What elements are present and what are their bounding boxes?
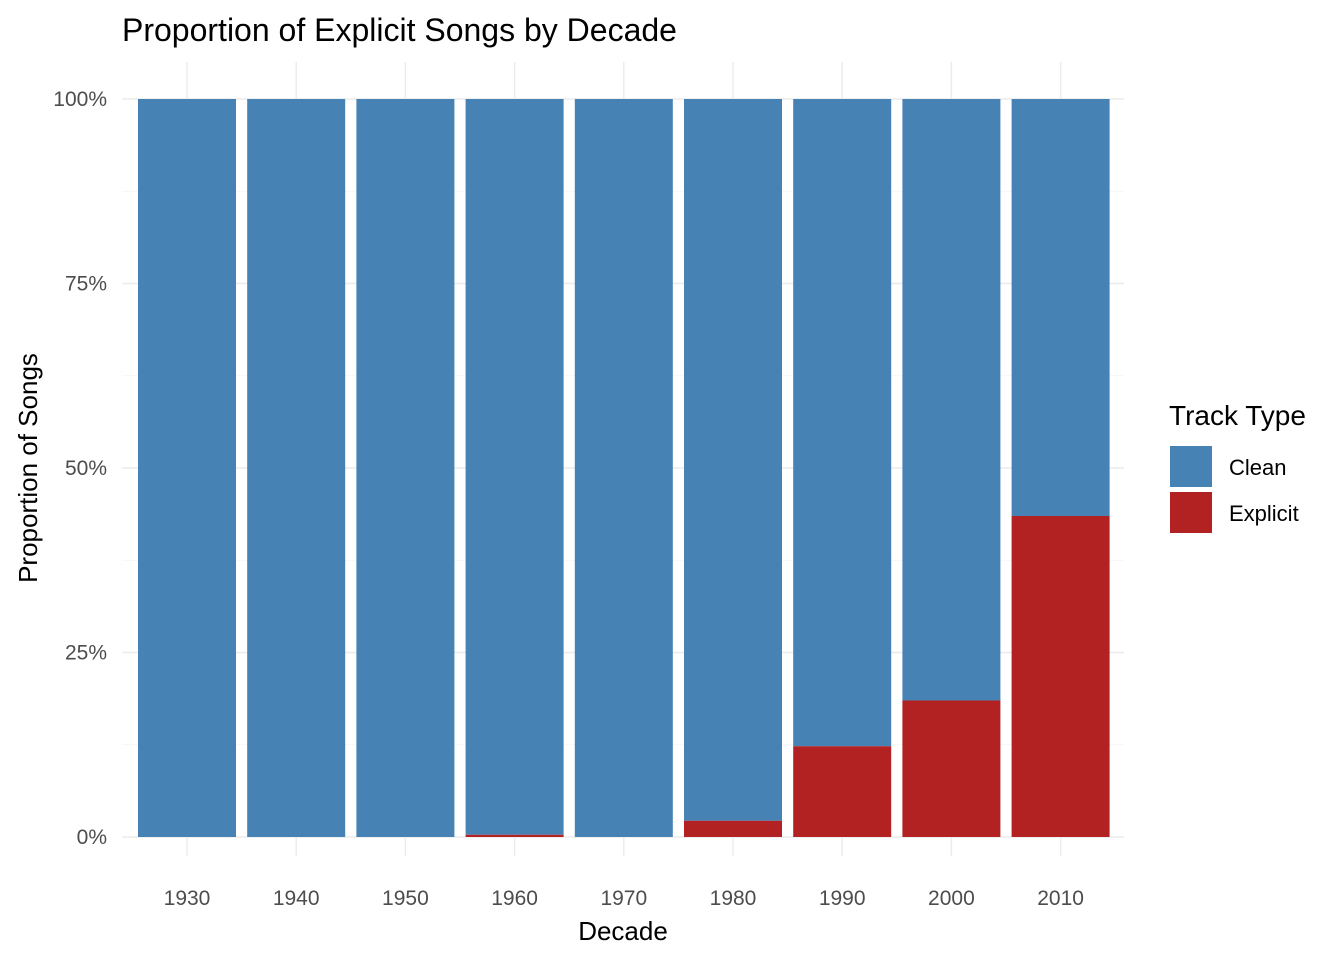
- bar-explicit-2000: [902, 700, 1001, 837]
- bar-clean-1940: [247, 99, 346, 837]
- legend-label-explicit: Explicit: [1229, 501, 1299, 526]
- legend-swatch-explicit: [1170, 492, 1212, 533]
- legend-label-clean: Clean: [1229, 455, 1286, 480]
- bar-explicit-1980: [684, 820, 782, 837]
- x-tick-label: 1970: [600, 887, 647, 910]
- bar-clean-1970: [574, 99, 673, 837]
- x-tick-label: 2010: [1037, 887, 1084, 910]
- x-tick-label: 1950: [382, 887, 429, 910]
- bar-clean-1980: [684, 99, 782, 821]
- y-tick-label: 50%: [65, 457, 107, 480]
- legend-title: Track Type: [1169, 400, 1306, 431]
- x-axis-title: Decade: [578, 916, 668, 946]
- bar-clean-1950: [356, 99, 455, 837]
- y-tick-label: 75%: [65, 273, 107, 296]
- bar-explicit-1960: [465, 834, 564, 837]
- x-tick-label: 1930: [164, 887, 211, 910]
- x-tick-label: 1940: [273, 887, 320, 910]
- bar-clean-2000: [902, 99, 1001, 701]
- y-tick-label: 100%: [53, 88, 107, 111]
- x-tick-label: 1990: [819, 887, 866, 910]
- x-tick-label: 1980: [710, 887, 757, 910]
- y-axis-ticks: 0% 25% 50% 75% 100%: [53, 88, 107, 849]
- y-tick-label: 25%: [65, 642, 107, 665]
- x-tick-label: 2000: [928, 887, 975, 910]
- legend: Track Type Clean Explicit: [1169, 400, 1306, 533]
- x-tick-label: 1960: [491, 887, 538, 910]
- bar-explicit-2010: [1011, 515, 1110, 837]
- legend-swatch-clean: [1170, 446, 1212, 487]
- bar-clean-1990: [793, 99, 892, 747]
- bar-explicit-1990: [793, 746, 892, 837]
- bars: [138, 99, 1110, 837]
- bar-clean-1930: [138, 99, 236, 837]
- y-tick-label: 0%: [77, 826, 107, 849]
- bar-clean-2010: [1011, 99, 1110, 516]
- y-axis-title: Proportion of Songs: [13, 353, 43, 583]
- chart-title: Proportion of Explicit Songs by Decade: [122, 12, 677, 48]
- bar-clean-1960: [465, 99, 564, 835]
- x-axis-ticks: 1930 1940 1950 1960 1970 1980 1990 2000 2010: [164, 887, 1084, 910]
